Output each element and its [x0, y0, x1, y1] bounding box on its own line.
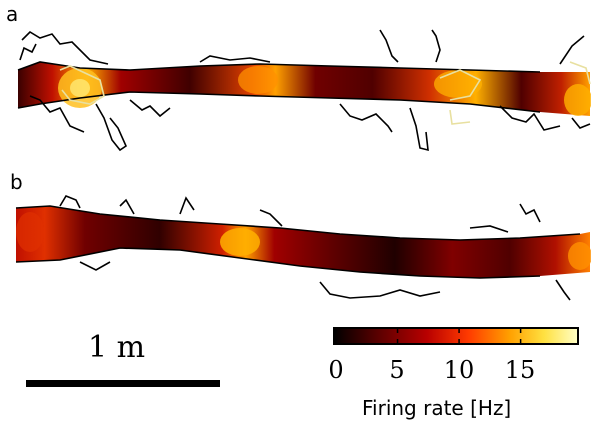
colorbar-gradient [333, 327, 579, 345]
panel-b-label: b [10, 170, 23, 194]
panel-a-map [17, 29, 591, 152]
panel-a-label: a [6, 2, 19, 26]
colorbar-tick-0: 0 [328, 356, 344, 384]
colorbar-tick-15: 15 [504, 356, 536, 384]
scale-bar-label: 1 m [88, 330, 146, 365]
colorbar [333, 327, 579, 345]
colorbar-tick-5: 5 [389, 356, 405, 384]
colorbar-title: Firing rate [Hz] [362, 396, 512, 420]
scale-bar [26, 380, 220, 387]
colorbar-tick-10: 10 [443, 356, 475, 384]
panel-b-map [15, 195, 591, 301]
